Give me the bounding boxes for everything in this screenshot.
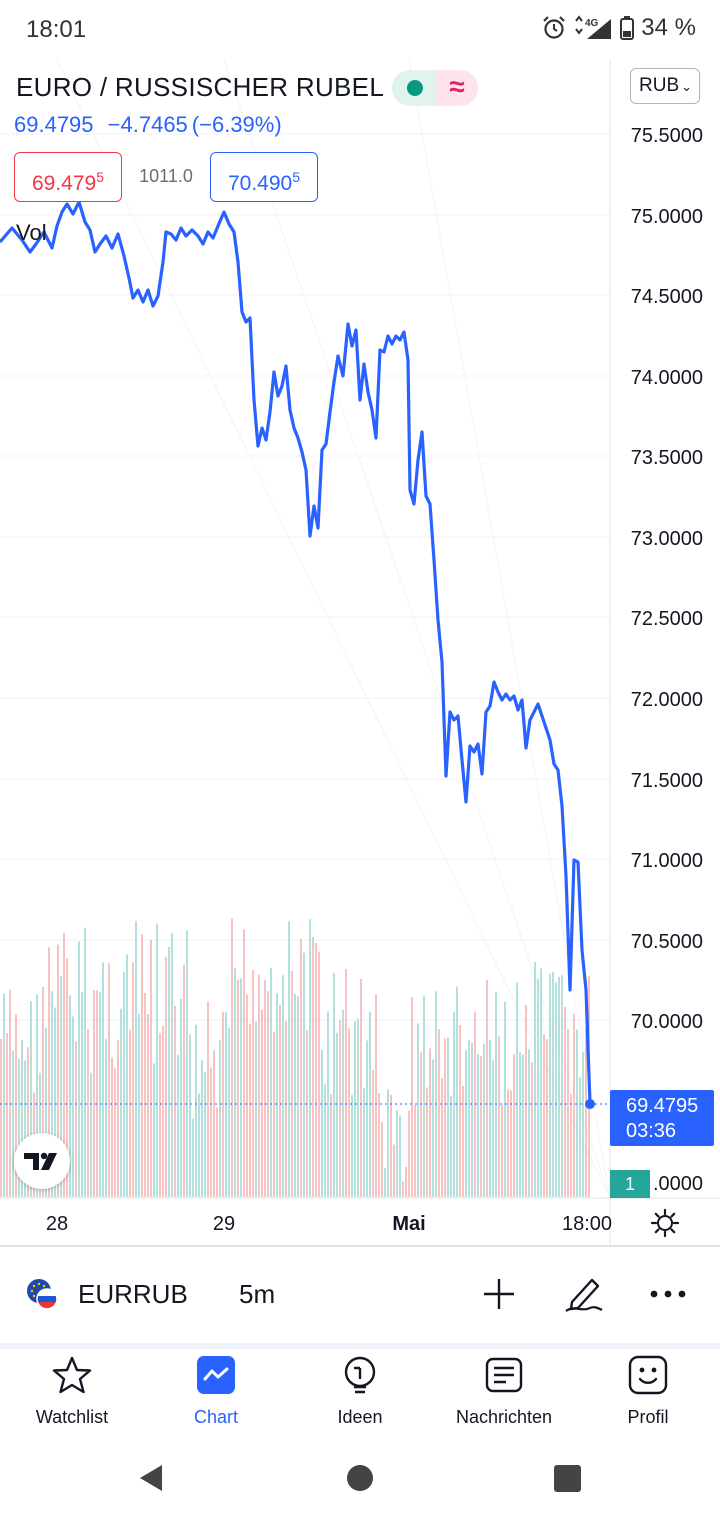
back-icon[interactable] [136, 1463, 166, 1493]
spread-value: 1011.0 [139, 166, 193, 186]
sell-pip: 5 [96, 169, 105, 185]
time-axis-label: 29 [213, 1213, 235, 1235]
buy-pip: 5 [292, 169, 301, 185]
price-axis-label: 73.0000 [631, 528, 703, 550]
nav-label: Nachrichten [455, 1407, 553, 1427]
chart-icon [197, 1356, 235, 1394]
buy-price: 70.490 [227, 172, 293, 195]
alarm-icon [543, 16, 566, 39]
price-axis-border [0, 60, 720, 1245]
price-axis-label: .0000 [653, 1173, 703, 1195]
current-price-tag: 69.4795 03:36 [610, 1090, 714, 1146]
price-change-line: 69.4795 −4.7465 (−6.39%) [14, 112, 290, 138]
divider [0, 1245, 720, 1247]
status-icons: 4G 34 % [541, 14, 696, 42]
delayed-data-icon: ≈ [436, 70, 478, 106]
symbol-button[interactable]: EURRUB [78, 1279, 188, 1309]
price-axis-label: 70.5000 [631, 931, 703, 953]
home-icon[interactable] [346, 1464, 374, 1492]
status-time: 18:01 [26, 16, 87, 43]
recents-icon[interactable] [554, 1465, 581, 1492]
last-price-dot [585, 1099, 595, 1109]
price-axis-label: 71.0000 [631, 850, 703, 872]
price-axis-label: 73.5000 [631, 447, 703, 469]
price-axis-label: 75.0000 [631, 206, 703, 228]
tradingview-logo[interactable] [14, 1133, 70, 1189]
nav-profile[interactable]: Profil [576, 1349, 720, 1435]
market-status-badge[interactable]: ≈ [392, 70, 478, 106]
price-axis-label: 70.0000 [631, 1011, 703, 1033]
battery-level: 34 % [641, 14, 696, 41]
star-icon [52, 1356, 92, 1394]
nav-label: Ideen [337, 1407, 383, 1427]
signal-icon: 4G [575, 15, 612, 39]
nav-ideas[interactable]: Ideen [288, 1349, 432, 1435]
volume-value-tag: 1 [610, 1170, 650, 1198]
sell-price: 69.479 [31, 172, 97, 195]
time-axis-label: 18:00 [562, 1213, 612, 1235]
price-axis-label: 75.5000 [631, 125, 703, 147]
price-line [0, 200, 592, 1105]
price-axis-label: 72.0000 [631, 689, 703, 711]
more-icon[interactable] [648, 1279, 688, 1309]
nav-label: Profil [627, 1407, 669, 1427]
last-price: 69.4795 [14, 112, 94, 137]
bar-countdown: 03:36 [626, 1120, 677, 1142]
smiley-icon [628, 1355, 668, 1395]
system-navigation-bar [0, 1435, 720, 1520]
market-open-dot-icon [407, 80, 423, 96]
chart-toolbar: EURRUB 5m [0, 1247, 720, 1343]
nav-chart[interactable]: Chart [144, 1349, 288, 1435]
price-change: −4.7465 [107, 112, 188, 137]
currency-label: RUB [639, 75, 680, 96]
price-change-percent: (−6.39%) [191, 112, 282, 137]
price-axis-label: 74.5000 [631, 286, 703, 308]
price-chart[interactable]: 75.5000 75.0000 74.5000 74.0000 73.5000 73.00… [0, 0, 720, 1250]
nav-label: Chart [193, 1407, 238, 1427]
battery-icon [620, 16, 635, 40]
volume-indicator-label[interactable]: Vol [16, 220, 47, 245]
price-axis-label: 74.0000 [631, 367, 703, 389]
sell-button[interactable]: 69.4795 [14, 152, 122, 202]
chart-grid [0, 59, 611, 1199]
lightbulb-icon [344, 1356, 376, 1394]
news-icon [485, 1357, 523, 1393]
interval-button[interactable]: 5m [239, 1279, 276, 1309]
bottom-navigation: Watchlist Chart Ideen Nachrichten Profil [0, 1349, 720, 1435]
nav-label: Watchlist [35, 1407, 109, 1427]
volume-bars [0, 918, 590, 1197]
status-bar: 18:01 4G 34 % [0, 0, 720, 60]
network-type: 4G [585, 18, 599, 29]
add-icon[interactable] [480, 1275, 518, 1313]
currency-button[interactable]: RUB ⌄ [630, 68, 700, 104]
price-axis-label: 72.5000 [631, 608, 703, 630]
time-axis-label: 28 [46, 1213, 68, 1235]
time-axis-label: Mai [392, 1213, 425, 1235]
drawing-pen-icon[interactable] [562, 1272, 604, 1314]
divider [0, 1343, 720, 1349]
buy-button[interactable]: 70.4905 [210, 152, 318, 202]
current-price-tag-value: 69.4795 [626, 1095, 699, 1117]
time-axis-labels: 28 29 Mai 18:00 [46, 1213, 612, 1235]
eur-rub-flag-icon[interactable] [24, 1276, 58, 1310]
chevron-down-icon: ⌄ [681, 79, 693, 94]
chart-settings-icon[interactable] [650, 1208, 680, 1238]
price-axis-labels: 75.5000 75.0000 74.5000 74.0000 73.5000 73.00… [631, 125, 703, 1195]
tradingview-logo-icon [24, 1152, 57, 1170]
symbol-title[interactable]: EURO / RUSSISCHER RUBEL [16, 72, 385, 102]
nav-news[interactable]: Nachrichten [432, 1349, 576, 1435]
price-axis-label: 71.5000 [631, 770, 703, 792]
nav-watchlist[interactable]: Watchlist [0, 1349, 144, 1435]
